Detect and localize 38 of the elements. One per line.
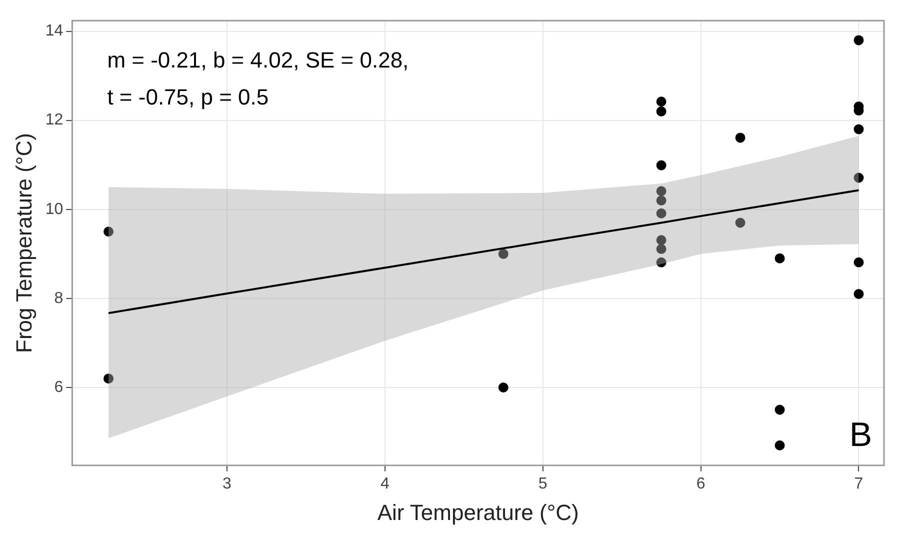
point [854, 257, 864, 268]
x-axis-title: Air Temperature (°C) [377, 500, 579, 525]
y-tick-label: 10 [45, 200, 64, 218]
y-tick-label: 12 [45, 112, 64, 129]
point [656, 106, 666, 116]
point [656, 96, 666, 107]
point [656, 208, 666, 218]
annotation: t = -0.75, p = 0.5 [107, 84, 269, 110]
point [774, 253, 785, 264]
point [656, 160, 666, 170]
annotation: m = -0.21, b = 4.02, SE = 0.28, [107, 48, 409, 73]
point [854, 35, 864, 46]
x-tick-label: 3 [222, 475, 232, 492]
point [104, 226, 114, 237]
point [498, 248, 508, 259]
point [656, 235, 666, 246]
point [735, 132, 746, 143]
point [656, 244, 666, 254]
x-tick-label: 7 [854, 475, 864, 492]
y-tick-label: 8 [54, 290, 64, 307]
y-tick-label: 6 [54, 378, 64, 396]
point [656, 195, 666, 206]
point [854, 172, 864, 183]
x-tick-label: 4 [380, 475, 390, 492]
point [854, 124, 864, 134]
point [854, 288, 864, 299]
annotation: B [849, 416, 872, 454]
point [498, 382, 508, 392]
point [656, 257, 666, 268]
point [774, 440, 785, 450]
y-tick-label: 14 [45, 22, 64, 40]
point [656, 186, 666, 196]
point [735, 218, 746, 228]
point [104, 374, 114, 384]
point [774, 404, 785, 415]
x-tick-label: 6 [696, 475, 706, 492]
y-axis-title: Frog Temperature (°C) [11, 133, 36, 353]
x-tick-label: 5 [538, 475, 548, 492]
